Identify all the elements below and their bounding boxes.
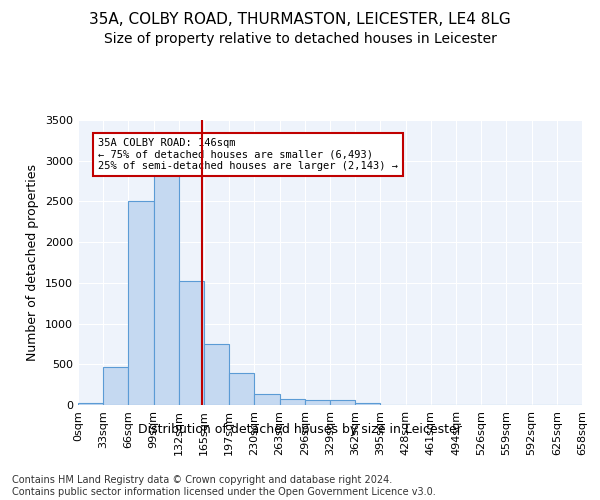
Bar — [103, 366, 128, 405]
Text: Distribution of detached houses by size in Leicester: Distribution of detached houses by size … — [138, 422, 462, 436]
Bar — [204, 344, 229, 405]
Y-axis label: Number of detached properties: Number of detached properties — [26, 164, 40, 361]
Bar — [280, 400, 305, 405]
Text: 35A COLBY ROAD: 146sqm
← 75% of detached houses are smaller (6,493)
25% of semi-: 35A COLBY ROAD: 146sqm ← 75% of detached… — [98, 138, 398, 171]
Bar — [154, 176, 179, 405]
Bar — [179, 281, 204, 405]
Text: Contains HM Land Registry data © Crown copyright and database right 2024.
Contai: Contains HM Land Registry data © Crown c… — [12, 475, 436, 496]
Bar — [305, 400, 330, 405]
Bar — [128, 202, 154, 405]
Text: 35A, COLBY ROAD, THURMASTON, LEICESTER, LE4 8LG: 35A, COLBY ROAD, THURMASTON, LEICESTER, … — [89, 12, 511, 28]
Text: Size of property relative to detached houses in Leicester: Size of property relative to detached ho… — [104, 32, 496, 46]
Bar — [355, 402, 380, 405]
Bar — [229, 373, 254, 405]
Bar — [330, 400, 355, 405]
Bar — [78, 402, 103, 405]
Bar — [254, 394, 280, 405]
